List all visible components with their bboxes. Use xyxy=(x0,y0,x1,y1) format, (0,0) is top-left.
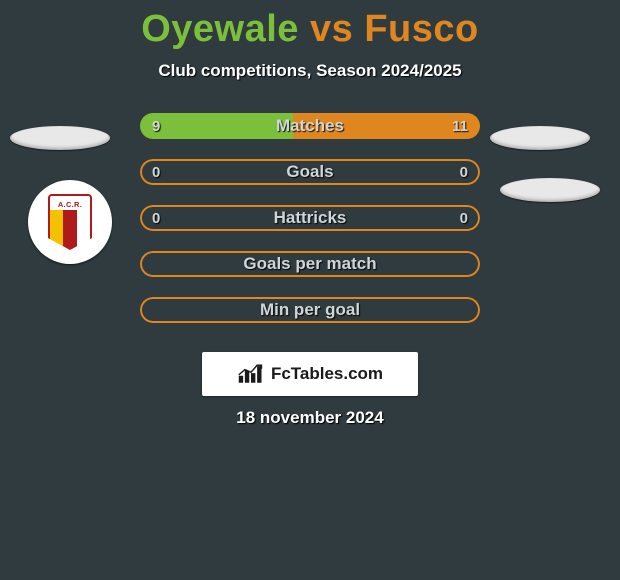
player-right-badge-1 xyxy=(490,126,590,150)
player-right-badge-2 xyxy=(500,178,600,202)
brand-box[interactable]: FcTables.com xyxy=(202,352,418,396)
stat-row: 00Goals xyxy=(140,159,480,185)
stat-label: Goals xyxy=(140,159,480,185)
stat-label: Goals per match xyxy=(140,251,480,277)
stat-row: Min per goal xyxy=(140,297,480,323)
shield-icon: A.C.R. xyxy=(48,194,92,250)
stat-row: 00Hattricks xyxy=(140,205,480,231)
brand-text: FcTables.com xyxy=(271,364,383,384)
club-logo-left: A.C.R. xyxy=(28,180,112,264)
stat-label: Min per goal xyxy=(140,297,480,323)
title-vs: vs xyxy=(299,8,364,50)
stat-row: Goals per match xyxy=(140,251,480,277)
bars-icon xyxy=(237,363,265,385)
title-left: Oyewale xyxy=(141,8,299,50)
title-right: Fusco xyxy=(364,8,478,50)
page-title: Oyewale vs Fusco xyxy=(0,0,620,51)
player-left-badge xyxy=(10,126,110,150)
stat-label: Hattricks xyxy=(140,205,480,231)
stat-label: Matches xyxy=(140,113,480,139)
date-text: 18 november 2024 xyxy=(0,408,620,428)
stat-row: 911Matches xyxy=(140,113,480,139)
subtitle: Club competitions, Season 2024/2025 xyxy=(0,61,620,81)
